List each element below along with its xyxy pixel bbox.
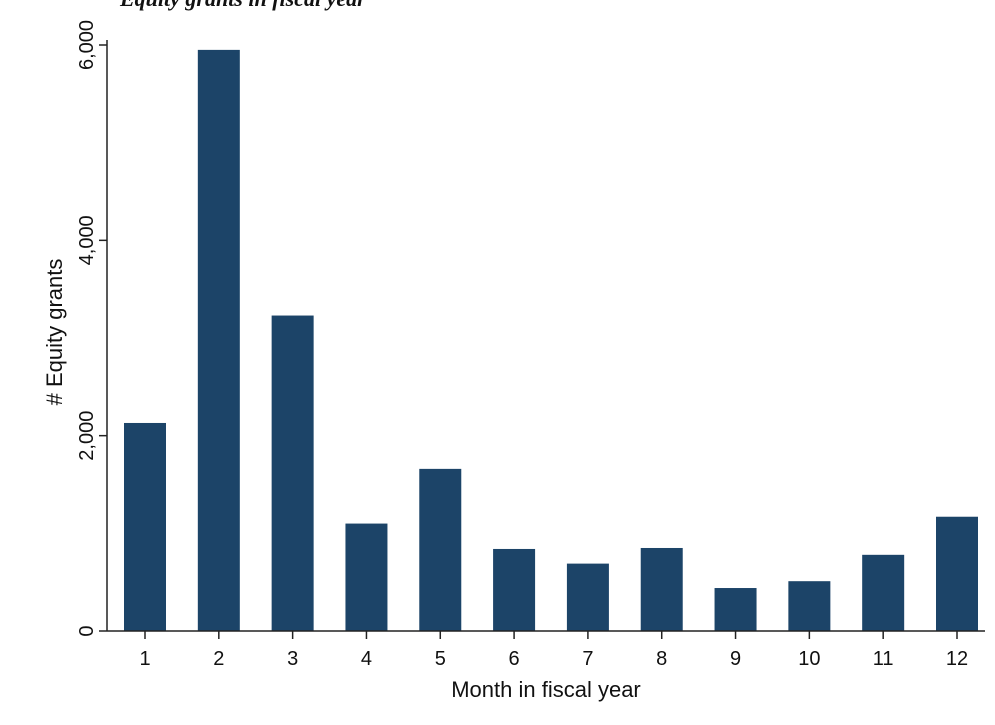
x-tick-label: 3 (287, 648, 298, 670)
x-tick-label: 9 (730, 648, 741, 670)
x-tick-label: 4 (361, 648, 372, 670)
x-tick-label: 6 (509, 648, 520, 670)
y-tick-label: 2,000 (76, 411, 98, 461)
figure-caption: Equity grants in fiscal year (120, 0, 366, 12)
x-tick-label: 12 (946, 648, 968, 670)
y-axis-ticks: 0 2,000 4,000 6,000 (76, 20, 107, 637)
bar-month-3 (271, 315, 314, 631)
bar-month-6 (493, 548, 536, 631)
bar-month-4 (345, 523, 388, 631)
bar-month-8 (640, 547, 683, 631)
x-axis-title: Month in fiscal year (451, 677, 641, 702)
bar-month-9 (714, 588, 757, 631)
bar-month-7 (566, 563, 609, 631)
bar-month-11 (862, 554, 905, 631)
bar-month-10 (788, 581, 831, 631)
x-tick-label: 5 (435, 648, 446, 670)
y-tick-label: 6,000 (76, 20, 98, 70)
y-axis-title: # Equity grants (42, 259, 67, 406)
y-tick-label: 0 (76, 625, 98, 636)
x-tick-label: 10 (798, 648, 820, 670)
x-tick-label: 2 (213, 648, 224, 670)
bar-month-5 (419, 468, 462, 631)
x-tick-label: 11 (873, 648, 894, 670)
x-tick-label: 7 (582, 648, 593, 670)
x-tick-label: 1 (139, 648, 150, 670)
x-axis-ticks: 1 2 3 4 5 6 7 8 9 10 11 12 (139, 631, 968, 670)
bar-month-1 (124, 422, 166, 631)
y-tick-label: 4,000 (76, 215, 98, 265)
bar-month-12 (936, 516, 978, 631)
bars-group (124, 49, 978, 631)
bar-month-2 (197, 49, 240, 631)
x-tick-label: 8 (656, 648, 667, 670)
